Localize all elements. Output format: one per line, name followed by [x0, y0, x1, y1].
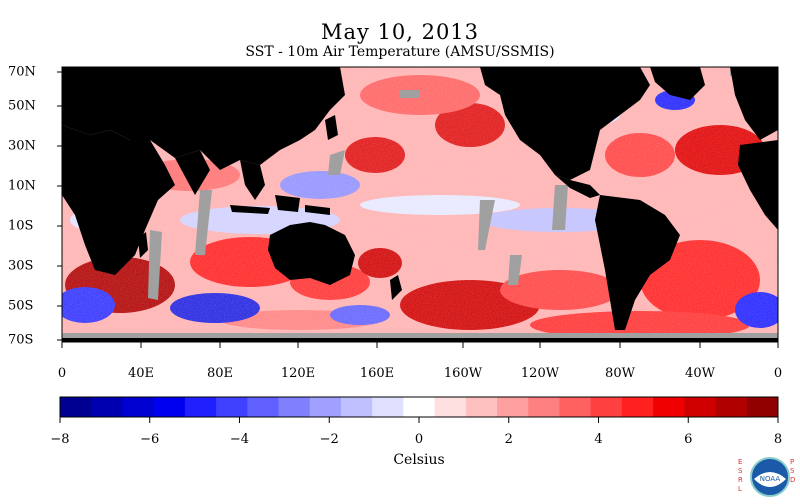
latitude-ticks	[57, 71, 62, 341]
colorbar-tick-label: −8	[50, 432, 70, 447]
latitude-label: 70N	[8, 64, 36, 80]
colorbar-swatch	[153, 397, 186, 417]
longitude-label: 80E	[206, 366, 234, 381]
longitude-label: 80W	[605, 366, 635, 381]
colorbar-tick-label: −6	[140, 432, 160, 447]
colorbar-swatch	[184, 397, 217, 417]
colorbar-swatch	[372, 397, 404, 417]
longitude-label: 160E	[359, 366, 395, 381]
colorbar-swatch	[434, 397, 467, 417]
colorbar-swatch	[216, 397, 248, 417]
colorbar-swatch	[559, 397, 592, 417]
colorbar-ticks	[59, 417, 779, 423]
map-frame	[61, 66, 779, 343]
longitude-ticks	[61, 342, 779, 348]
colorbar-tick-label: −2	[319, 432, 339, 447]
longitude-label: 0	[57, 366, 67, 381]
longitude-label: 0	[773, 366, 783, 381]
colorbar-tick-label: 0	[414, 432, 424, 447]
colorbar	[59, 396, 779, 418]
latitude-label: 10S	[8, 218, 34, 234]
colorbar-tick-label: −4	[229, 432, 250, 447]
colorbar-label: Celsius	[393, 452, 445, 468]
colorbar-swatch	[309, 397, 342, 417]
colorbar-swatch	[746, 397, 779, 417]
colorbar-tick-label: 8	[773, 432, 783, 447]
noaa-logo: NOAA	[735, 455, 800, 500]
colorbar-swatch	[590, 397, 623, 417]
logo-badge-text: NOAA	[760, 475, 781, 483]
longitude-label: 160W	[443, 366, 483, 381]
colorbar-swatch	[497, 397, 529, 417]
colorbar-tick-label: 4	[594, 432, 603, 447]
colorbar-swatch	[465, 397, 498, 417]
longitude-label: 40W	[685, 366, 715, 381]
longitude-label: 40E	[127, 366, 155, 381]
colorbar-swatch	[653, 397, 685, 417]
colorbar-swatch	[60, 397, 92, 417]
latitude-label: 50S	[8, 298, 34, 314]
map-subtitle: SST - 10m Air Temperature (AMSU/SSMIS)	[245, 44, 555, 60]
colorbar-swatch	[684, 397, 717, 417]
colorbar-swatch	[715, 397, 748, 417]
colorbar-swatch	[340, 397, 373, 417]
latitude-label: 70S	[8, 332, 34, 348]
colorbar-tick-label: 2	[504, 432, 513, 447]
land-masses	[62, 67, 778, 342]
colorbar-swatch	[278, 397, 311, 417]
longitude-label: 120E	[280, 366, 316, 381]
colorbar-tick-label: 6	[684, 432, 693, 447]
map-title: May 10, 2013	[320, 20, 480, 44]
latitude-label: 50N	[8, 98, 36, 114]
colorbar-swatch	[528, 397, 560, 417]
colorbar-swatch	[122, 397, 155, 417]
latitude-label: 10N	[8, 178, 36, 194]
colorbar-swatch	[91, 397, 123, 417]
latitude-label: 30N	[8, 138, 36, 154]
colorbar-swatch	[621, 397, 654, 417]
longitude-label: 120W	[520, 366, 560, 381]
colorbar-swatch	[247, 397, 280, 417]
latitude-label: 30S	[8, 258, 34, 274]
colorbar-swatch	[403, 397, 436, 417]
